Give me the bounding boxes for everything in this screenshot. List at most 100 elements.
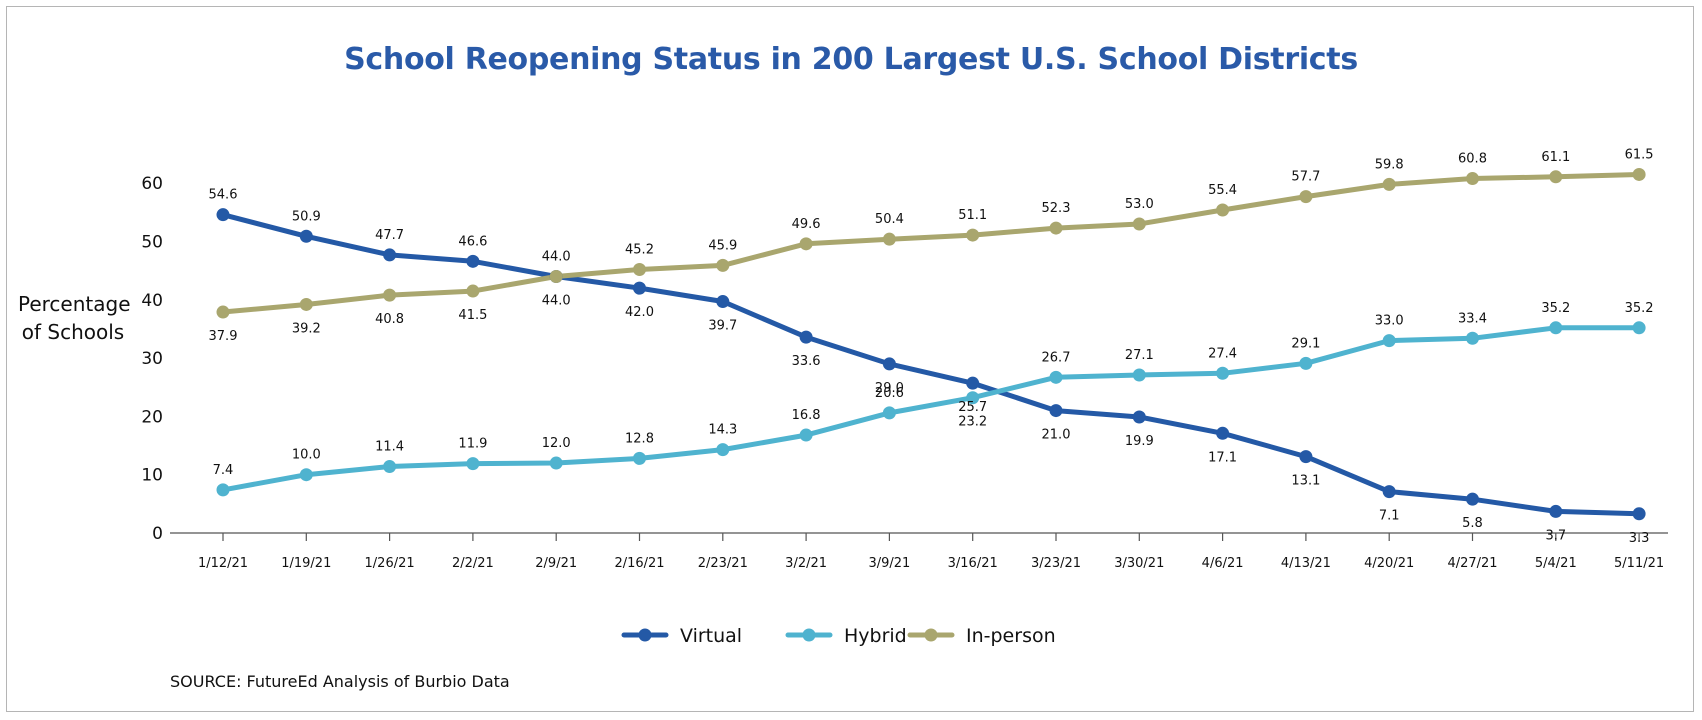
x-tick-label: 5/11/21 bbox=[1614, 556, 1664, 571]
data-label-hybrid: 7.4 bbox=[213, 463, 234, 478]
data-label-hybrid: 26.7 bbox=[1042, 350, 1071, 365]
data-label-in-person: 40.8 bbox=[375, 312, 404, 327]
data-point-hybrid bbox=[1632, 321, 1646, 335]
data-point-virtual bbox=[1049, 404, 1063, 418]
data-label-in-person: 51.1 bbox=[958, 208, 987, 223]
data-label-hybrid: 33.4 bbox=[1458, 311, 1487, 326]
data-label-in-person: 61.1 bbox=[1541, 150, 1570, 165]
data-label-hybrid: 16.8 bbox=[792, 408, 821, 423]
x-tick-label: 2/16/21 bbox=[614, 556, 664, 571]
data-label-in-person: 55.4 bbox=[1208, 183, 1237, 198]
data-point-in-person bbox=[383, 288, 397, 302]
legend: Virtual Hybrid In-person bbox=[621, 625, 1056, 647]
data-label-hybrid: 35.2 bbox=[1541, 301, 1570, 316]
data-point-in-person bbox=[1632, 167, 1646, 181]
data-point-hybrid bbox=[716, 443, 730, 457]
x-tick-label: 3/16/21 bbox=[948, 556, 998, 571]
data-label-in-person: 45.2 bbox=[625, 242, 654, 257]
data-point-in-person bbox=[1549, 170, 1563, 184]
data-label-virtual: 33.6 bbox=[792, 354, 821, 369]
data-label-virtual: 46.6 bbox=[458, 234, 487, 249]
chart-frame bbox=[6, 6, 1694, 712]
data-label-virtual: 7.1 bbox=[1379, 509, 1400, 524]
series-line-virtual bbox=[220, 212, 1642, 517]
data-point-in-person bbox=[882, 232, 896, 246]
data-label-virtual: 3.7 bbox=[1545, 528, 1566, 543]
data-point-in-person bbox=[1049, 221, 1063, 235]
data-point-virtual bbox=[633, 281, 646, 295]
data-point-hybrid bbox=[1132, 368, 1146, 382]
data-label-hybrid: 14.3 bbox=[708, 423, 737, 438]
data-label-virtual: 29.0 bbox=[875, 381, 904, 396]
data-point-hybrid bbox=[1382, 334, 1396, 348]
data-label-hybrid: 23.2 bbox=[958, 415, 987, 430]
data-point-hybrid bbox=[216, 483, 230, 497]
x-tick-label: 3/30/21 bbox=[1114, 556, 1164, 571]
data-point-in-person bbox=[1132, 217, 1146, 231]
data-label-hybrid: 12.0 bbox=[542, 436, 571, 451]
data-label-hybrid: 10.0 bbox=[292, 448, 321, 463]
legend-label-in-person: In-person bbox=[966, 625, 1056, 647]
data-point-virtual bbox=[1216, 426, 1230, 440]
data-label-virtual: 50.9 bbox=[292, 209, 321, 224]
data-label-in-person: 50.4 bbox=[875, 212, 904, 227]
x-tick-label: 3/23/21 bbox=[1031, 556, 1081, 571]
data-label-virtual: 3.3 bbox=[1629, 531, 1650, 546]
y-tick-label: 20 bbox=[141, 407, 163, 427]
data-point-in-person bbox=[216, 305, 230, 319]
axes: 1/12/21 1/19/21 1/26/21 2/2/21 2/9/21 2/16/21… bbox=[141, 174, 1668, 571]
data-point-hybrid bbox=[299, 468, 313, 482]
data-label-virtual: 25.7 bbox=[958, 400, 987, 415]
x-tick-label: 3/9/21 bbox=[868, 556, 910, 571]
data-label-hybrid: 11.9 bbox=[458, 437, 487, 452]
y-tick-label: 10 bbox=[141, 466, 163, 486]
data-point-in-person bbox=[966, 228, 980, 242]
data-point-in-person bbox=[633, 262, 646, 276]
x-tick-label: 3/2/21 bbox=[785, 556, 827, 571]
data-label-in-person: 41.5 bbox=[458, 308, 487, 323]
data-label-hybrid: 33.0 bbox=[1375, 314, 1404, 329]
x-tick-label: 1/19/21 bbox=[281, 556, 331, 571]
data-point-virtual bbox=[799, 330, 813, 344]
y-axis-label-line-1: Percentage bbox=[18, 292, 131, 316]
series-line-in-person bbox=[220, 172, 1642, 315]
data-label-hybrid: 27.1 bbox=[1125, 348, 1154, 363]
data-label-hybrid: 35.2 bbox=[1625, 301, 1654, 316]
data-point-virtual bbox=[299, 229, 313, 243]
data-point-hybrid bbox=[882, 406, 896, 420]
y-tick-label: 30 bbox=[141, 349, 163, 369]
data-point-virtual bbox=[1549, 504, 1563, 518]
x-tick-label: 4/27/21 bbox=[1447, 556, 1497, 571]
x-tick-label: 4/20/21 bbox=[1364, 556, 1414, 571]
data-point-hybrid bbox=[799, 428, 813, 442]
legend-label-virtual: Virtual bbox=[680, 625, 742, 647]
y-axis-label-line-2: of Schools bbox=[21, 320, 125, 344]
data-label-virtual: 47.7 bbox=[375, 228, 404, 243]
y-tick-label: 40 bbox=[141, 291, 163, 311]
data-label-in-person: 37.9 bbox=[209, 329, 238, 344]
data-point-hybrid bbox=[1299, 356, 1313, 370]
x-tick-label: 1/12/21 bbox=[198, 556, 248, 571]
y-tick-label: 0 bbox=[152, 524, 163, 544]
data-point-virtual bbox=[466, 254, 480, 268]
source-note: SOURCE: FutureEd Analysis of Burbio Data bbox=[170, 672, 510, 691]
data-label-hybrid: 12.8 bbox=[625, 431, 654, 446]
data-point-hybrid bbox=[1216, 366, 1230, 380]
series-line-hybrid bbox=[220, 325, 1642, 493]
data-label-in-person: 59.8 bbox=[1375, 157, 1404, 172]
data-point-in-person bbox=[1299, 190, 1313, 204]
data-point-virtual bbox=[1299, 450, 1313, 464]
series-lines bbox=[220, 172, 1642, 517]
data-point-in-person bbox=[716, 258, 730, 272]
y-axis-label: Percentage of Schools bbox=[18, 290, 131, 346]
x-tick-label: 5/4/21 bbox=[1535, 556, 1577, 571]
data-point-hybrid bbox=[966, 391, 980, 405]
legend-marker-virtual bbox=[638, 628, 652, 642]
data-point-virtual bbox=[1632, 507, 1646, 521]
data-point-hybrid bbox=[549, 456, 563, 470]
data-point-in-person bbox=[1216, 203, 1230, 217]
data-label-virtual: 13.1 bbox=[1291, 474, 1320, 489]
x-tick-label: 4/13/21 bbox=[1281, 556, 1331, 571]
data-point-virtual bbox=[1132, 410, 1146, 424]
